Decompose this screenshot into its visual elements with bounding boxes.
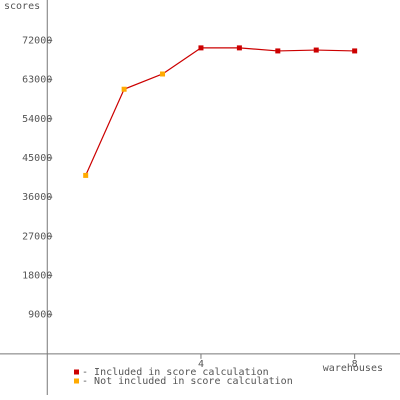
line-segment <box>123 73 163 90</box>
line-segment <box>277 49 317 52</box>
y-tick-label: 9000 <box>28 310 52 321</box>
point <box>236 45 242 51</box>
y-tick-label: 36000 <box>22 192 52 203</box>
line-segment <box>85 88 125 176</box>
legend-name: Not included in score calculation <box>94 376 293 387</box>
point <box>313 47 319 53</box>
legend-label: - Not included in score calculation <box>82 376 293 387</box>
y-tick-label: 72000 <box>22 35 52 46</box>
legend-swatch <box>74 378 79 384</box>
point <box>160 71 166 77</box>
legend-label: - Included in score calculation <box>82 367 269 378</box>
point <box>121 86 127 92</box>
x-tick-label: 4 <box>198 359 204 370</box>
point <box>275 48 281 54</box>
legend-prefix: - <box>82 367 94 378</box>
x-axis-label: warehouses <box>323 363 383 374</box>
line-segment <box>316 49 355 52</box>
y-tick-label: 63000 <box>22 75 52 86</box>
line-segment <box>162 47 202 75</box>
x-tick-label: 8 <box>352 359 358 370</box>
y-tick-label: 54000 <box>22 114 52 125</box>
y-axis-label: scores <box>4 1 40 12</box>
point <box>198 45 204 51</box>
point <box>83 172 89 178</box>
point <box>352 48 358 54</box>
legend-name: Included in score calculation <box>94 367 269 378</box>
legend-prefix: - <box>82 376 94 387</box>
y-tick-label: 18000 <box>22 271 52 282</box>
y-tick-label: 45000 <box>22 153 52 164</box>
line-segment <box>239 47 278 52</box>
legend-swatch <box>74 369 79 375</box>
y-tick-label: 27000 <box>22 231 52 242</box>
